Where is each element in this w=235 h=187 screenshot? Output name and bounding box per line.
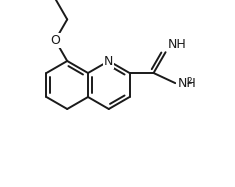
Text: NH: NH xyxy=(168,38,186,51)
Text: O: O xyxy=(50,34,60,47)
Text: N: N xyxy=(104,54,114,68)
Text: 2: 2 xyxy=(187,77,192,86)
Text: NH: NH xyxy=(177,77,196,90)
